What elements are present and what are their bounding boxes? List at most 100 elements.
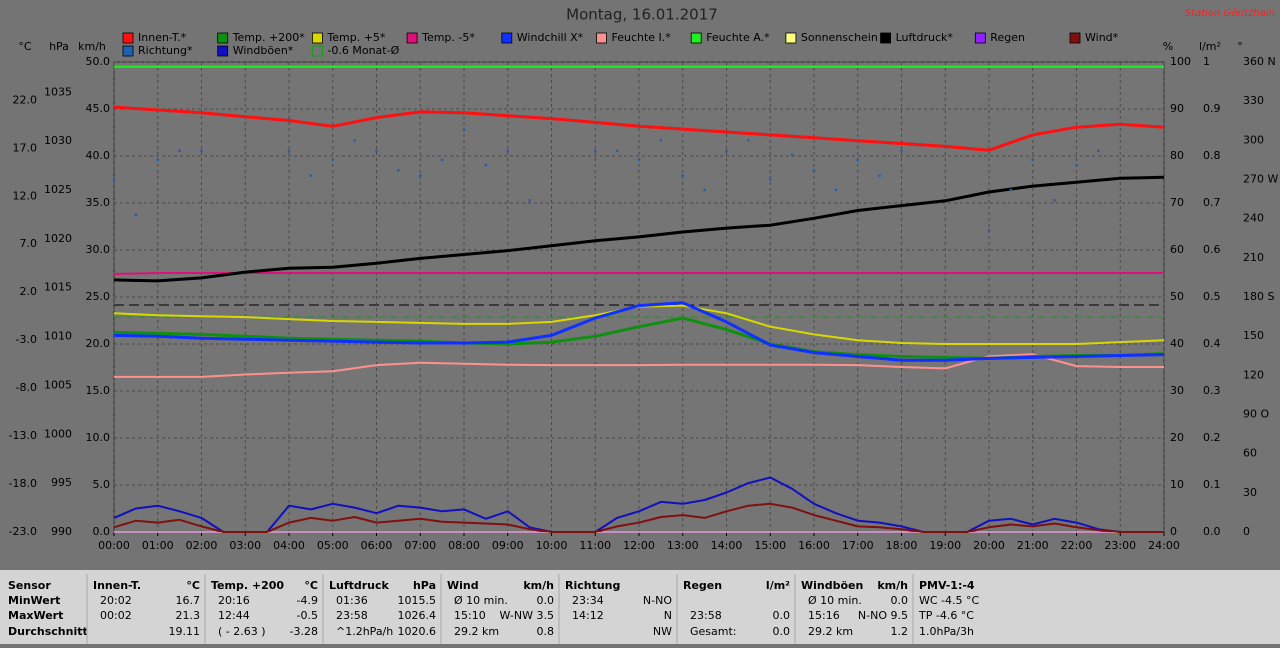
legend-label: Feuchte I.* — [612, 31, 672, 44]
legend-label: Temp. +5* — [326, 31, 386, 44]
stat-cell: 00:02 — [100, 609, 132, 622]
series-line — [113, 272, 1164, 275]
y-tick-label: 1 — [1203, 55, 1210, 68]
legend-label: Windböen* — [233, 44, 294, 57]
x-tick-label: 12:00 — [623, 539, 655, 552]
y-tick-label: 45.0 — [86, 102, 111, 115]
y-tick-label: 0.6 — [1203, 243, 1221, 256]
direction-dot — [856, 158, 859, 162]
y-tick-label: 0.4 — [1203, 337, 1221, 350]
direction-dot — [112, 178, 116, 181]
column-header: °C — [186, 579, 200, 592]
legend-label: Innen-T.* — [138, 31, 187, 44]
y-tick-label: 20 — [1170, 431, 1184, 444]
row-label: Sensor — [8, 579, 51, 592]
legend-swatch — [311, 32, 323, 44]
y-tick-label: 12.0 — [13, 189, 38, 202]
y-tick-label: 70 — [1170, 196, 1184, 209]
y-tick-label: 0 — [1243, 525, 1250, 538]
y-tick-label: 40.0 — [86, 149, 111, 162]
axis-unit: % — [1163, 40, 1173, 53]
y-tick-label: 270 W — [1243, 173, 1278, 186]
stat-cell: 14:12 — [572, 609, 604, 622]
series-line — [113, 476, 1164, 533]
legend-swatch — [501, 32, 513, 44]
series-line — [113, 301, 1165, 362]
y-tick-label: -23.0 — [9, 525, 37, 538]
x-tick-label: 09:00 — [492, 539, 524, 552]
direction-dot — [200, 149, 203, 152]
axis-unit: l/m² — [1199, 40, 1221, 53]
direction-dot — [309, 174, 313, 177]
direction-dot — [878, 174, 881, 177]
y-tick-label: 10.0 — [86, 431, 111, 444]
y-tick-label: 90 O — [1243, 408, 1269, 421]
column-header: Windböen — [801, 579, 863, 592]
y-tick-label: 50 — [1170, 290, 1184, 303]
legend-swatch — [311, 45, 323, 57]
series-line — [114, 353, 1164, 378]
column-header: Regen — [683, 579, 722, 592]
direction-dot — [725, 149, 728, 152]
row-label: MaxWert — [8, 609, 63, 622]
legend-label: Temp. -5* — [421, 31, 475, 44]
x-tick-label: 02:00 — [186, 539, 218, 552]
stat-cell: 23:34 — [572, 594, 604, 607]
y-tick-label: 30 — [1170, 384, 1184, 397]
legend-label: -0.6 Monat-Ø — [327, 44, 399, 57]
stat-cell: NW — [653, 625, 672, 638]
y-tick-label: 90 — [1170, 102, 1184, 115]
legend-swatch — [122, 32, 134, 44]
column-header: Luftdruck — [329, 579, 390, 592]
y-tick-label: 80 — [1170, 149, 1184, 162]
y-tick-label: 990 — [51, 525, 72, 538]
direction-dot — [506, 149, 509, 152]
y-tick-label: 2.0 — [20, 285, 38, 298]
column-header: Wind — [447, 579, 479, 592]
direction-dot — [397, 169, 400, 172]
stat-cell: 0.0 — [537, 594, 555, 607]
stat-cell: 1026.4 — [398, 609, 437, 622]
direction-dot — [769, 178, 772, 181]
y-tick-label: 0.9 — [1203, 102, 1221, 115]
y-tick-label: 330 — [1243, 94, 1264, 107]
y-tick-label: 995 — [51, 476, 72, 489]
x-tick-label: 18:00 — [886, 539, 918, 552]
column-header: km/h — [877, 579, 908, 592]
x-tick-label: 01:00 — [142, 539, 174, 552]
direction-dot — [419, 174, 422, 177]
y-tick-label: 5.0 — [93, 478, 111, 491]
legend-label: Windchill X* — [517, 31, 584, 44]
direction-dot — [528, 199, 531, 202]
y-tick-label: 0.8 — [1203, 149, 1221, 162]
direction-dot — [440, 158, 444, 162]
legend-label: Richtung* — [138, 44, 193, 57]
legend-swatch — [785, 32, 797, 44]
stat-cell: Ø 10 min. — [808, 594, 862, 607]
y-tick-label: 240 — [1243, 212, 1264, 225]
x-tick-label: 17:00 — [842, 539, 874, 552]
direction-dot — [659, 139, 663, 142]
direction-dot — [637, 158, 641, 162]
axis-unit: °C — [18, 40, 32, 53]
stat-cell: 19.11 — [169, 625, 201, 638]
x-tick-label: 24:00 — [1148, 539, 1180, 552]
x-tick-label: 03:00 — [229, 539, 261, 552]
x-tick-label: 20:00 — [973, 539, 1005, 552]
direction-dot — [812, 169, 816, 172]
y-tick-label: 30 — [1243, 486, 1257, 499]
stat-cell: 20:16 — [218, 594, 250, 607]
stat-cell: N — [664, 609, 672, 622]
legend-label: Temp. +200* — [232, 31, 306, 44]
x-tick-label: 04:00 — [273, 539, 305, 552]
y-tick-label: 0.5 — [1203, 290, 1221, 303]
row-label: Durchschnitt — [8, 625, 88, 638]
stat-cell: 1020.6 — [398, 625, 437, 638]
stat-cell: 20:02 — [100, 594, 132, 607]
y-tick-label: -8.0 — [16, 381, 37, 394]
y-tick-label: 0.7 — [1203, 196, 1221, 209]
stats-panel — [0, 570, 1280, 644]
direction-dot — [790, 153, 794, 156]
axis-unit: ° — [1237, 40, 1243, 53]
legend-swatch — [217, 32, 229, 44]
